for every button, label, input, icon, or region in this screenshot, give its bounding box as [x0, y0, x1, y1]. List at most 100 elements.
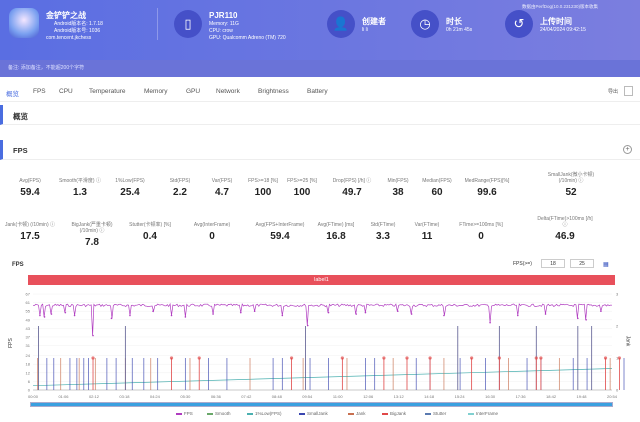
device-gpu: GPU: Qualcomm Adreno (TM) 720: [209, 35, 286, 41]
fps-dip-point: [129, 314, 131, 317]
metric: Std(FPS) 2.2: [150, 178, 210, 198]
fps-dip-point: [184, 316, 187, 318]
duration-value: 0h 21m 45s: [446, 27, 473, 33]
metric: Avg(FPS) 59.4: [0, 178, 60, 198]
app-package: com.tencent.jkchess: [46, 35, 92, 41]
fps-dip-point: [170, 314, 173, 317]
metric: Smooth(平滑度) ⓘ 1.3: [50, 178, 110, 198]
metric-label: BigJank(严重卡顿) (/10min) ⓘ: [71, 222, 113, 234]
legend-item[interactable]: SmallJank: [299, 411, 328, 416]
legend-item[interactable]: FPS: [176, 411, 193, 416]
tab-gpu[interactable]: GPU: [186, 88, 201, 95]
metric: FTime>=100ms [%] 0: [451, 222, 511, 242]
x-tick-label: 03:18: [119, 394, 130, 399]
x-tick-label: 06:36: [211, 394, 222, 399]
time-range-scrollbar[interactable]: [30, 402, 613, 407]
fps-dip-point: [443, 314, 445, 317]
metric-label: Var(FTime): [414, 222, 440, 228]
metric: Avg(FTime) [ms] 16.8: [306, 222, 366, 242]
bigjank-marker: [603, 356, 608, 360]
metric: Median(FPS) 60: [407, 178, 467, 198]
tab-overview[interactable]: 概览: [6, 91, 19, 98]
app-version: Android版本名: 1.7.18: [54, 21, 103, 27]
x-tick-label: 02:12: [89, 394, 100, 399]
creator-label: 创建者: [362, 17, 386, 26]
legend-item[interactable]: Stutter: [425, 411, 446, 416]
user-icon: 👤: [327, 10, 355, 38]
threshold-input-2[interactable]: 25: [570, 259, 594, 268]
legend-item[interactable]: 1%Low(FPS): [247, 411, 282, 416]
x-tick-label: 07:42: [241, 394, 252, 399]
metric-label: Stutter(卡顿率) [%]: [129, 222, 171, 228]
expand-icon[interactable]: +: [623, 145, 632, 154]
bigjank-marker: [197, 356, 201, 360]
metric-value: 100: [254, 187, 272, 198]
metric-label: Avg(FPS+InterFrame): [255, 222, 305, 228]
fps-dip-point: [50, 313, 53, 315]
metric-value: 4.7: [215, 187, 229, 198]
metric-label: Var(FPS): [211, 178, 233, 184]
x-tick-label: 08:48: [272, 394, 283, 399]
metric-value: 0: [209, 231, 215, 242]
legend-item[interactable]: Smooth: [207, 411, 231, 416]
label-bar[interactable]: label1: [28, 275, 615, 285]
bigjank-marker: [470, 356, 474, 360]
metric-label: FPS>=25 [%]: [287, 178, 317, 184]
fps-line: [32, 302, 613, 336]
upload-value: 24/04/2024 09:42:15: [540, 27, 586, 33]
tab-network[interactable]: Network: [216, 88, 240, 95]
fps-dip-point: [306, 324, 309, 327]
metric-label: 1%Low(FPS): [115, 178, 145, 184]
threshold-input-1[interactable]: 18: [541, 259, 565, 268]
tab-battery[interactable]: Battery: [307, 88, 328, 95]
metric: 1%Low(FPS) 25.4: [100, 178, 160, 198]
y-tick-label: 18: [26, 362, 31, 367]
legend-item[interactable]: BigJank: [382, 411, 406, 416]
y-tick-label: 61: [26, 300, 31, 305]
metric-value: 59.4: [270, 231, 290, 242]
legend-item[interactable]: Jank: [348, 411, 366, 416]
metric-value: 11: [421, 231, 433, 242]
y-tick-label: 43: [26, 326, 31, 331]
x-tick-label: 11:00: [333, 394, 343, 399]
fps-dip-point: [152, 310, 154, 312]
fps-dip-point: [489, 321, 491, 324]
device-cpu: CPU: crow: [209, 28, 233, 34]
fps-dip-point: [396, 310, 399, 312]
metric-label: Std(FTime): [370, 222, 396, 228]
divider: [157, 8, 158, 40]
bigjank-marker: [534, 356, 538, 360]
duration-label: 时长: [446, 17, 462, 26]
metric-label: Drop(FPS) [/h] ⓘ: [332, 178, 372, 184]
x-tick-label: 04:24: [150, 394, 161, 399]
overview-section[interactable]: 概览: [0, 105, 640, 125]
settings-icon[interactable]: ▦: [603, 262, 609, 268]
metric: Var(FPS) 4.7: [192, 178, 252, 198]
export-icon[interactable]: [624, 86, 633, 96]
x-tick-label: 20:54: [607, 394, 618, 399]
legend-label: Jank: [356, 411, 366, 416]
note-input[interactable]: 备注: 添加备注，不能超200个字符: [0, 60, 640, 77]
metric-label: Avg(FTime) [ms]: [317, 222, 355, 228]
fps-dip-point: [355, 313, 358, 315]
threshold-label: FPS(>=): [513, 261, 532, 267]
tab-fps[interactable]: FPS: [33, 88, 46, 95]
metric-value: 16.8: [326, 231, 346, 242]
fps-section[interactable]: FPS +: [0, 140, 640, 160]
tab-cpu[interactable]: CPU: [59, 88, 73, 95]
app-info: 金铲铲之战 Android版本名: 1.7.18 Android版本号: 103…: [46, 10, 103, 42]
tab-brightness[interactable]: Brightness: [258, 88, 289, 95]
chart-title: FPS: [12, 262, 24, 268]
metric-label: Delta(FTime)>100ms [/h] ⓘ: [537, 216, 593, 228]
metric: Stutter(卡顿率) [%] 0.4: [120, 222, 180, 242]
history-icon: ↺: [505, 10, 533, 38]
bigjank-marker: [405, 356, 409, 360]
tab-temperature[interactable]: Temperature: [89, 88, 126, 95]
metric-value: 7.8: [85, 237, 99, 248]
legend-item[interactable]: InterFrame: [468, 411, 498, 416]
bigjank-marker: [91, 356, 95, 360]
legend-label: InterFrame: [476, 411, 499, 416]
tab-memory[interactable]: Memory: [144, 88, 168, 95]
x-tick-label: 01:06: [58, 394, 69, 399]
export-button[interactable]: 导出: [608, 89, 619, 95]
